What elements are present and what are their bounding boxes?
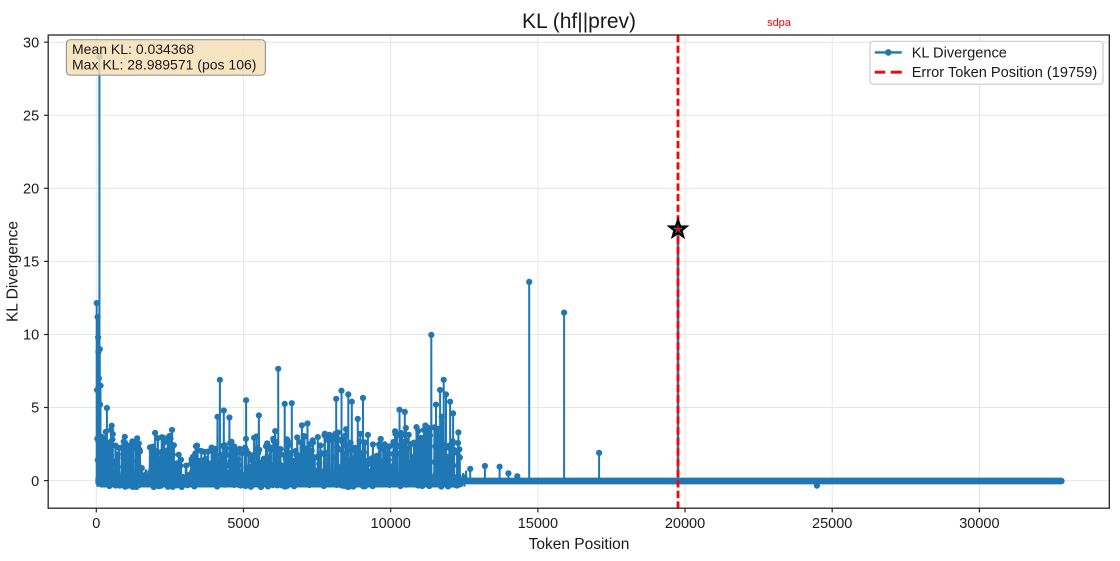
svg-text:10000: 10000 [371, 516, 411, 532]
svg-text:Error Token Position (19759): Error Token Position (19759) [912, 65, 1097, 81]
svg-text:30: 30 [23, 35, 39, 51]
svg-text:KL Divergence: KL Divergence [912, 45, 1007, 61]
svg-text:20: 20 [23, 182, 39, 198]
svg-text:KL (hf||prev): KL (hf||prev) [522, 10, 636, 33]
svg-text:Token Position: Token Position [529, 536, 630, 553]
svg-text:15000: 15000 [518, 516, 558, 532]
svg-text:20000: 20000 [665, 516, 705, 532]
svg-text:Mean KL: 0.034368: Mean KL: 0.034368 [72, 41, 194, 57]
svg-text:15: 15 [23, 255, 39, 271]
svg-text:25: 25 [23, 109, 39, 125]
svg-text:0: 0 [92, 516, 100, 532]
svg-text:5000: 5000 [227, 516, 259, 532]
svg-text:Max KL: 28.989571 (pos 106): Max KL: 28.989571 (pos 106) [72, 57, 256, 73]
svg-text:25000: 25000 [812, 516, 852, 532]
svg-text:10: 10 [23, 328, 39, 344]
svg-text:KL Divergence: KL Divergence [5, 221, 22, 322]
svg-text:30000: 30000 [959, 516, 999, 532]
svg-text:sdpa: sdpa [767, 17, 792, 29]
svg-text:0: 0 [31, 474, 39, 490]
svg-text:5: 5 [31, 401, 39, 417]
